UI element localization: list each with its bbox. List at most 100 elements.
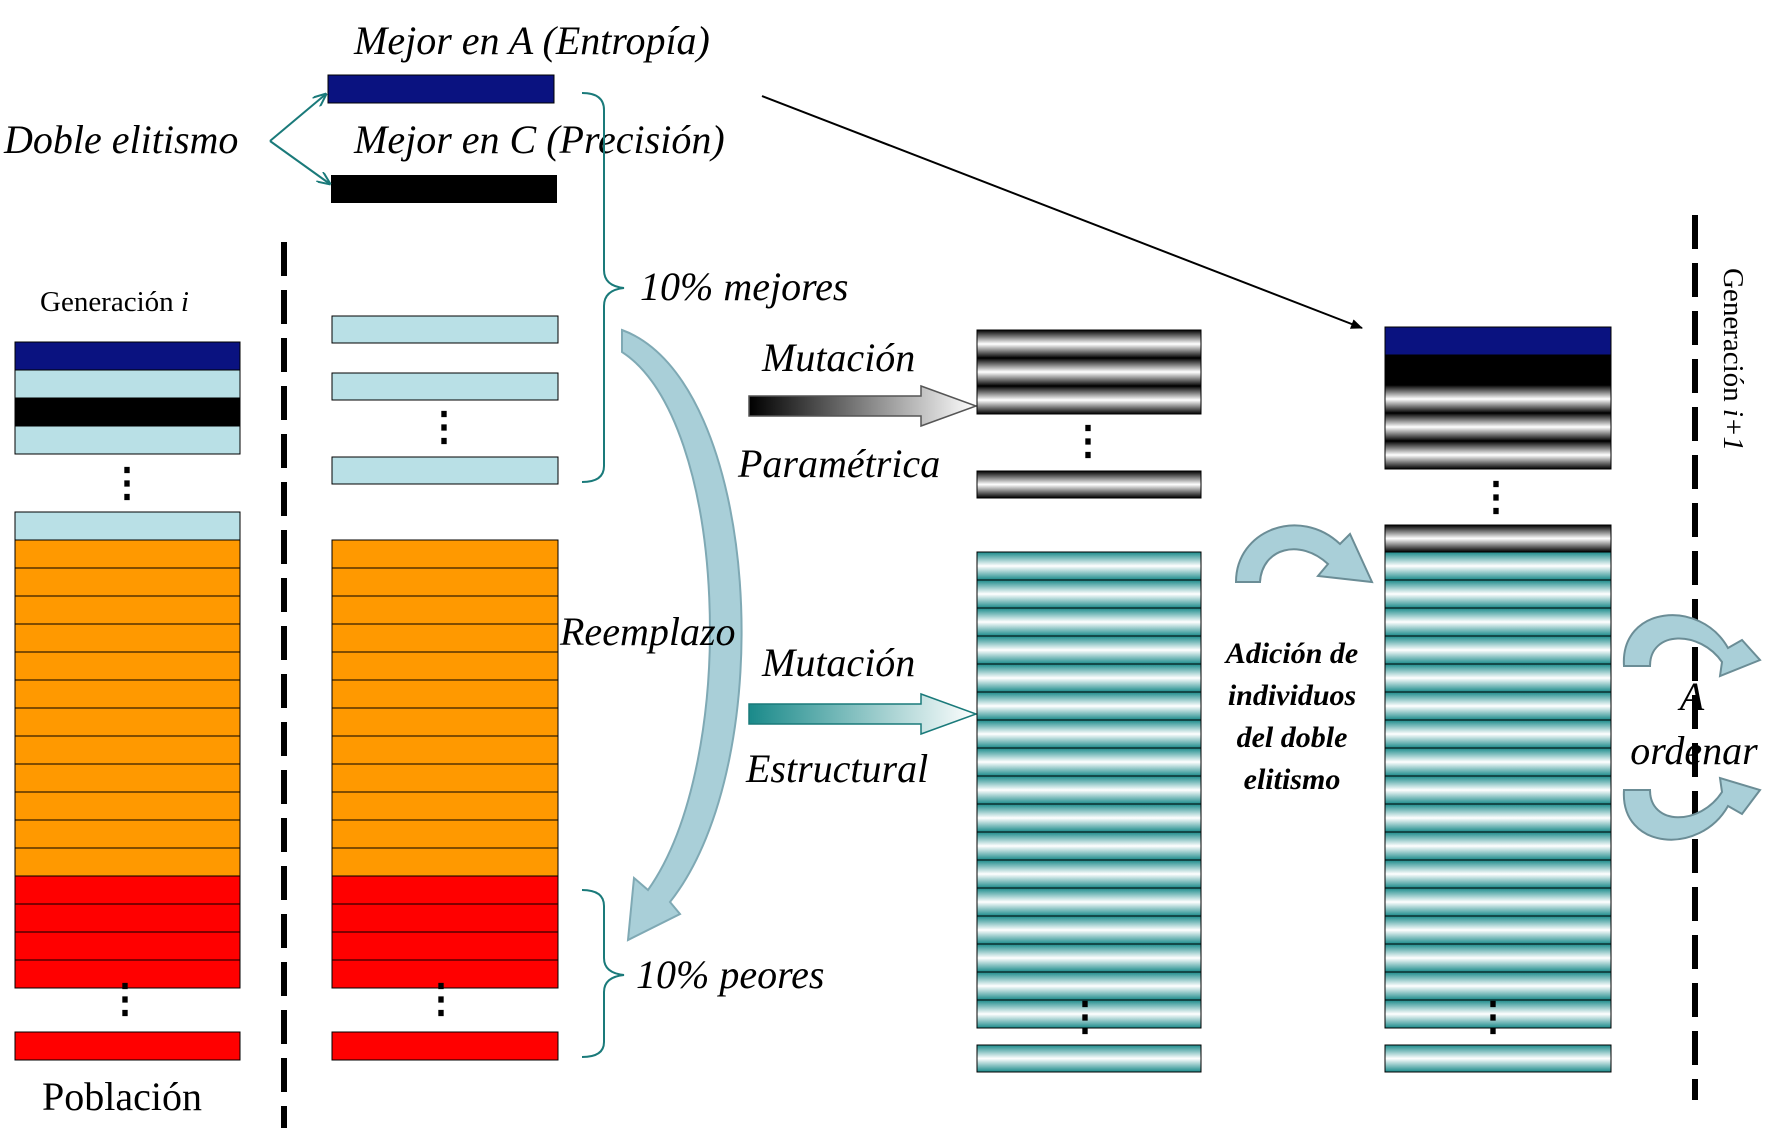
best-a-label: Mejor en A (Entropía) [353,18,710,63]
next-gen-struct-row [1384,691,1612,721]
struct-mutated-row-last [976,1044,1202,1073]
struct-mutated-row [976,831,1202,861]
sorted-row-middle [331,707,559,737]
addition-label-1: Adición de [1224,637,1359,670]
next-gen-struct-row [1384,887,1612,917]
population-worst-rows [14,875,241,989]
population-row-top [14,369,241,399]
next-gen-struct-row [1384,859,1612,889]
struct-mutated-row [976,915,1202,945]
top10-brace [581,92,625,483]
sorted-ellipsis-top: ⋮ [424,404,464,449]
struct-mutated-row [976,607,1202,637]
struct-mutated-row [976,663,1202,693]
population-row-middle [14,791,241,821]
population-ellipsis-bottom: ⋮ [105,976,145,1021]
struct-mutated-rows [976,551,1202,1029]
addition-label-4: elitismo [1244,763,1341,796]
sorted-row-worst [331,875,559,905]
population-row-middle [14,623,241,653]
mutated-column: ⋮ ⋮ [976,329,1202,1073]
best-c-label: Mejor en C (Precisión) [353,117,725,162]
next-gen-ellipsis-bottom: ⋮ [1473,994,1513,1039]
sorted-row-middle [331,847,559,877]
sorted-row-middle [331,595,559,625]
sort-arrow-bottom [1622,776,1762,841]
param-mutated-row [976,329,1202,359]
sort-arrow-top [1622,614,1762,678]
next-gen-struct-row [1384,607,1612,637]
population-ellipsis-top: ⋮ [107,460,147,505]
sorted-ellipsis-bottom: ⋮ [421,976,461,1021]
population-row-worst [14,931,241,961]
replacement-label: Reemplazo [559,609,736,654]
mutation-structural-label-2: Estructural [745,746,928,791]
top10-label: 10% mejores [640,264,848,309]
next-gen-struct-row [1384,551,1612,581]
population-middle-rows [14,539,241,877]
next-gen-param-row [1384,440,1612,470]
param-mutated-row [976,385,1202,415]
struct-mutated-row [976,943,1202,973]
population-row-middle [14,707,241,737]
struct-mutated-row [976,579,1202,609]
mutation-structural-arrow [748,692,979,736]
next-gen-struct-row [1384,943,1612,973]
next-gen-struct-row-last [1384,1044,1612,1073]
next-gen-struct-row [1384,747,1612,777]
mutation-parametric-label-2: Paramétrica [737,441,940,486]
next-gen-param-row [1384,412,1612,442]
best-c-individual [331,175,557,203]
next-gen-struct-row [1384,915,1612,945]
population-row-top [14,511,241,541]
sorted-row-middle [331,567,559,597]
struct-mutated-row [976,551,1202,581]
next-gen-struct-row [1384,831,1612,861]
sorted-worst-rows [331,875,559,989]
generation-next-label: Generación i+1 [1717,268,1749,451]
struct-mutated-row [976,887,1202,917]
population-row-middle [14,763,241,793]
sorted-row-worst [331,931,559,961]
param-mutated-ellipsis: ⋮ [1068,418,1108,463]
population-row-middle [14,539,241,569]
population-row-middle [14,679,241,709]
next-gen-struct-row [1384,663,1612,693]
mutation-structural-label-1: Mutación [761,640,915,685]
next-gen-struct-row [1384,775,1612,805]
population-row-worst [14,959,241,989]
addition-label-2: individuos [1228,679,1356,712]
sorted-row-middle [331,679,559,709]
bottom10-brace [581,889,625,1058]
mutation-parametric-arrow [748,384,979,428]
struct-mutated-row [976,635,1202,665]
sorted-row-middle [331,819,559,849]
population-row-middle [14,567,241,597]
next-gen-param-row [1384,524,1612,553]
sorted-row-middle [331,539,559,569]
population-row-worst [14,875,241,905]
sorted-row-middle [331,735,559,765]
population-row-worst [14,903,241,933]
sorted-row-last [331,1031,559,1061]
next-gen-struct-row [1384,803,1612,833]
double-elitism-label: Doble elitismo [3,117,238,162]
population-best-a [14,341,241,371]
struct-mutated-row [976,999,1202,1029]
replacement-arrow [621,328,743,942]
param-mutated-row [976,470,1202,499]
generation-i-label: Generación i [40,286,189,318]
best-a-individual [327,74,555,104]
struct-mutated-ellipsis: ⋮ [1065,994,1105,1039]
elite-transfer-arrow [761,95,1363,329]
next-gen-struct-row [1384,579,1612,609]
population-row-middle [14,651,241,681]
param-mutated-row [976,357,1202,387]
population-row-middle [14,735,241,765]
mutation-parametric-label-1: Mutación [761,335,915,380]
next-gen-struct-row [1384,635,1612,665]
population-row-middle [14,847,241,877]
population-row-middle [14,595,241,625]
sort-label-1: A [1677,674,1705,719]
